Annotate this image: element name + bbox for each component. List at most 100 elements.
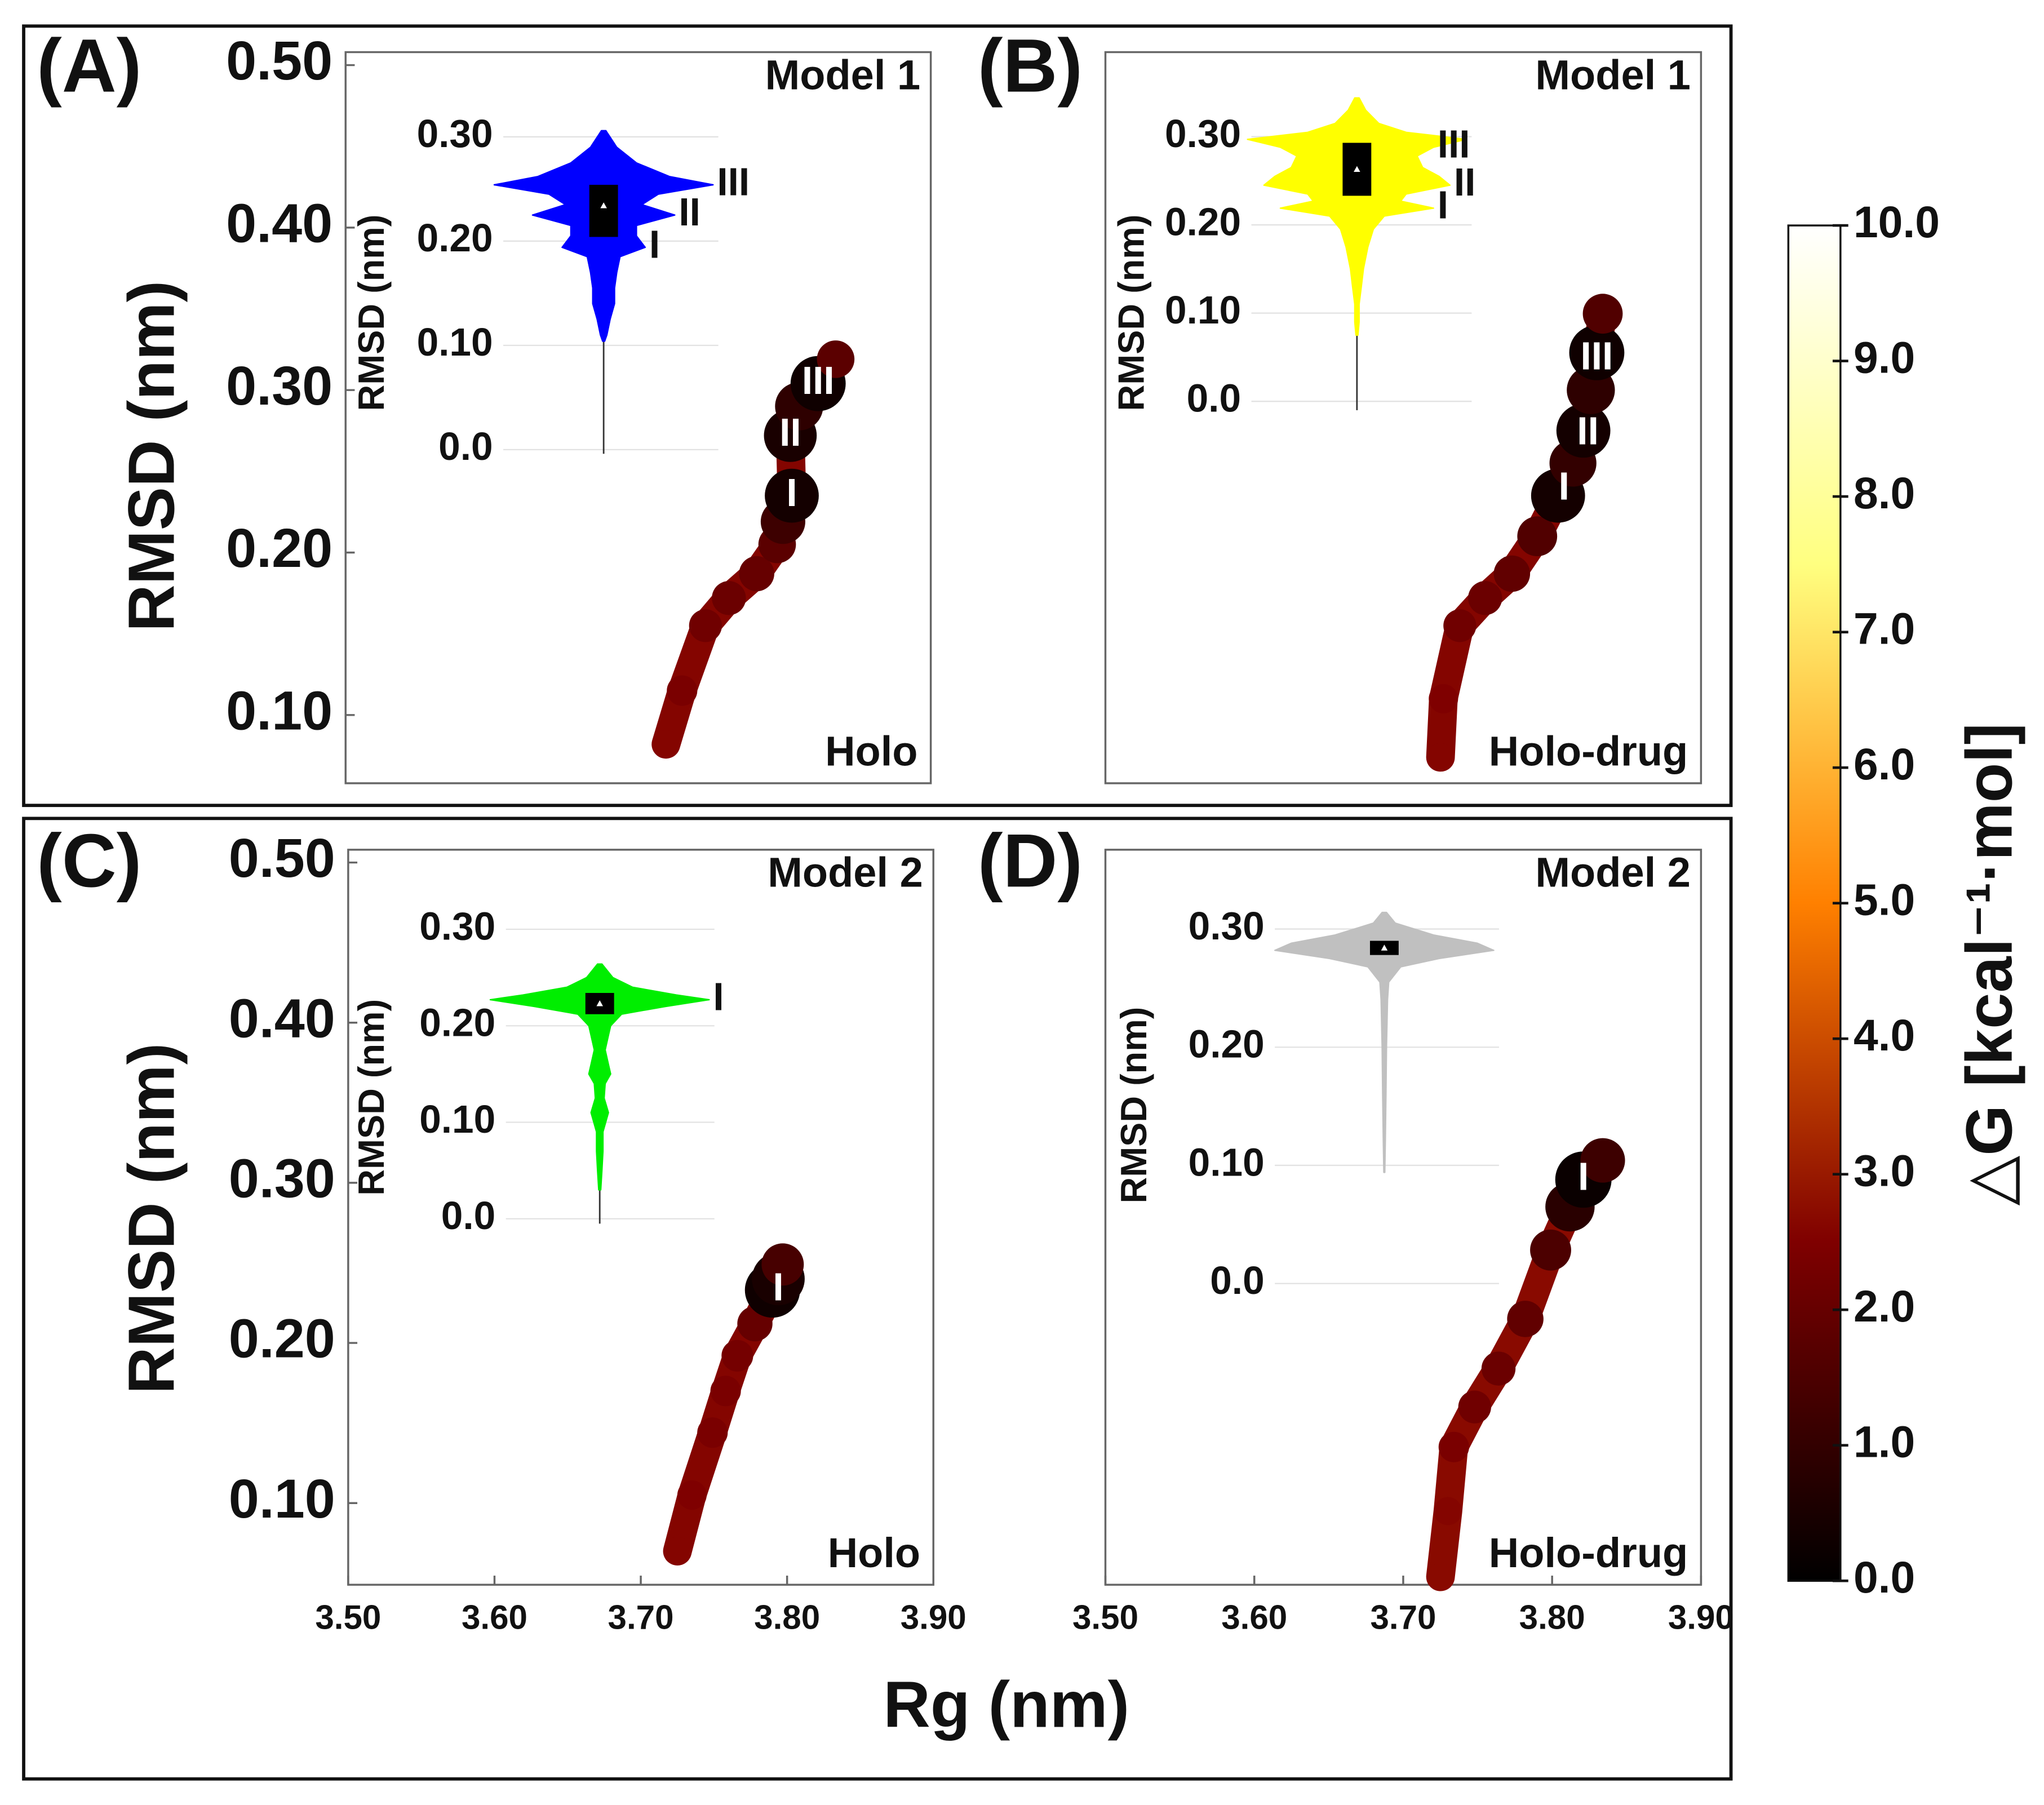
inset-y-tick-label: 0.30 <box>417 112 493 156</box>
colorbar-tick-label: 1.0 <box>1854 1417 1915 1466</box>
inset-y-tick-label: 0.20 <box>419 1001 495 1045</box>
energy-cell <box>1530 1229 1571 1271</box>
x-tick-label: 3.50 <box>1072 1598 1138 1636</box>
basin-label: II <box>779 410 801 454</box>
basin-label: I <box>786 471 797 515</box>
violin-mean <box>596 1000 603 1006</box>
violin-label: I <box>649 222 660 266</box>
energy-cell <box>1493 555 1531 592</box>
colorbar-tick-label: 0.0 <box>1854 1553 1915 1602</box>
y-axis-label: RMSD (nm) <box>114 281 188 632</box>
row-frame <box>22 817 1733 1781</box>
y-tick-label: 0.40 <box>226 193 332 254</box>
violin-label: III <box>717 159 750 203</box>
energy-cell <box>739 556 774 592</box>
violin <box>1274 911 1495 1173</box>
energy-cell <box>1481 1351 1516 1386</box>
y-axis-label: RMSD (nm) <box>114 1043 188 1394</box>
energy-cell <box>667 675 698 706</box>
energy-cell <box>1426 743 1455 771</box>
panel-title: Model 1 <box>1535 51 1690 98</box>
panel-label: (D) <box>978 819 1083 903</box>
violin-label: II <box>1454 160 1476 204</box>
y-tick-label: 0.40 <box>229 987 335 1049</box>
colorbar-tick-label: 4.0 <box>1854 1010 1915 1060</box>
violin-mean <box>600 202 607 209</box>
energy-cell <box>1427 1563 1454 1590</box>
energy-cell <box>1438 1431 1469 1462</box>
y-tick-label: 0.20 <box>226 517 332 579</box>
panel-title: Model 2 <box>1535 849 1690 896</box>
inset-y-tick-label: 0.10 <box>419 1097 495 1141</box>
inset-y-tick-label: 0.20 <box>1189 1022 1265 1066</box>
basin-label: III <box>802 358 835 402</box>
x-tick-label: 3.60 <box>1221 1598 1287 1636</box>
colorbar-tick-label: 5.0 <box>1854 875 1915 924</box>
x-tick-label: 3.70 <box>1370 1598 1436 1636</box>
inset-y-tick-label: 0.10 <box>1165 288 1241 332</box>
x-tick-label: 3.80 <box>1519 1598 1585 1636</box>
y-tick-label: 0.10 <box>229 1468 335 1529</box>
row-frame <box>22 24 1733 808</box>
plot-frame <box>347 849 934 1586</box>
energy-cell <box>1517 516 1558 557</box>
colorbar-tick-label: 2.0 <box>1854 1281 1915 1331</box>
energy-cell <box>710 1376 741 1407</box>
condition-label: Holo-drug <box>1489 1529 1688 1576</box>
y-tick-label: 0.20 <box>229 1308 335 1369</box>
inset-y-axis-label: RMSD (nm) <box>1113 1007 1154 1204</box>
inset-y-tick-label: 0.0 <box>441 1194 495 1238</box>
inset-y-tick-label: 0.10 <box>1189 1140 1265 1184</box>
energy-cell <box>817 340 855 378</box>
energy-cell <box>677 1480 707 1510</box>
inset-y-tick-label: 0.20 <box>1165 199 1241 243</box>
violin <box>1247 97 1467 336</box>
inset-y-tick-label: 0.30 <box>1189 904 1265 948</box>
colorbar <box>1787 224 1842 1582</box>
energy-cell <box>765 468 819 523</box>
condition-label: Holo <box>828 1529 920 1576</box>
y-tick-label: 0.10 <box>226 680 332 741</box>
inset-y-tick-label: 0.0 <box>1210 1258 1264 1302</box>
x-tick-label: 3.90 <box>901 1598 966 1636</box>
energy-cell <box>1429 684 1458 713</box>
plot-frame <box>1104 849 1702 1586</box>
condition-label: Holo-drug <box>1489 728 1688 775</box>
energy-cell <box>1434 1497 1462 1525</box>
x-tick-label: 3.70 <box>608 1598 674 1636</box>
basin-label: III <box>1581 334 1613 378</box>
energy-cell <box>712 581 746 615</box>
y-tick-label: 0.50 <box>226 30 332 91</box>
inset-y-tick-label: 0.30 <box>1165 112 1241 156</box>
y-tick-label: 0.30 <box>226 355 332 416</box>
basin-label: I <box>1578 1155 1589 1199</box>
x-tick-label: 3.80 <box>754 1598 820 1636</box>
plot-frame <box>344 51 932 784</box>
panel-label: (B) <box>978 24 1083 108</box>
colorbar-tick-label: 6.0 <box>1854 739 1915 789</box>
condition-label: Holo <box>825 728 917 775</box>
colorbar-label: △G [kcal⁻¹·mol] <box>1952 723 2025 1206</box>
basin-label: II <box>1577 409 1599 453</box>
colorbar-tick-label: 9.0 <box>1854 332 1915 382</box>
inset-y-tick-label: 0.20 <box>417 216 493 260</box>
energy-cell <box>1569 325 1625 380</box>
colorbar-tick-label: 8.0 <box>1854 468 1915 518</box>
violin <box>489 963 710 1191</box>
x-tick-label: 3.90 <box>1668 1598 1734 1636</box>
energy-cell <box>721 1340 753 1372</box>
basin-label: I <box>773 1265 783 1309</box>
y-tick-label: 0.30 <box>229 1148 335 1209</box>
basin-label: I <box>1559 464 1569 508</box>
violin-mean <box>1381 944 1388 951</box>
x-tick-label: 3.50 <box>315 1598 381 1636</box>
panel-label: (C) <box>37 819 141 903</box>
energy-cell <box>689 609 722 642</box>
energy-cell <box>1443 609 1477 642</box>
energy-cell <box>1580 1138 1625 1183</box>
x-axis-label: Rg (nm) <box>883 1668 1129 1741</box>
energy-cell <box>761 1243 804 1286</box>
panel-title: Model 1 <box>765 51 920 98</box>
energy-cell <box>1507 1301 1544 1337</box>
